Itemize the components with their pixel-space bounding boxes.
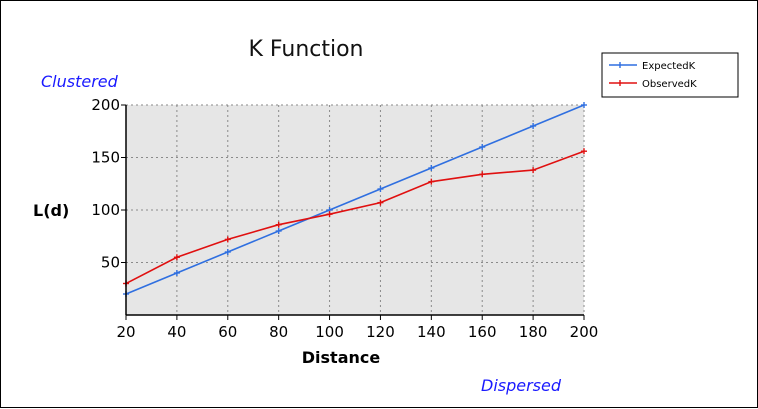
data-point-ObservedK	[224, 236, 231, 243]
series-lines	[123, 102, 587, 297]
x-tick-label: 100	[315, 323, 344, 341]
data-point-ObservedK	[275, 221, 282, 228]
x-tick-label: 140	[417, 323, 446, 341]
x-tick-label: 80	[269, 323, 288, 341]
data-point-ObservedK	[173, 254, 180, 261]
legend: ExpectedK ObservedK	[601, 52, 739, 98]
y-tick-label: 200	[91, 96, 120, 114]
clustered-label: Clustered	[41, 72, 119, 91]
x-axis-title: Distance	[302, 348, 381, 367]
x-tick-label: 20	[116, 323, 135, 341]
y-tick-label: 150	[91, 149, 120, 167]
chart-title: K Function	[249, 37, 364, 62]
data-point-ObservedK	[377, 199, 384, 206]
data-point-ObservedK	[581, 148, 587, 155]
series-line-ObservedK	[125, 150, 585, 285]
y-axis-title: L(d)	[33, 201, 69, 220]
data-point-ObservedK	[428, 178, 435, 185]
data-point-ExpectedK	[275, 228, 282, 234]
data-point-ExpectedK	[479, 144, 486, 150]
y-tick-label: 100	[91, 201, 120, 219]
data-point-ExpectedK	[224, 249, 231, 255]
legend-label-ObservedK: ObservedK	[642, 79, 697, 90]
tick-labels: 20 40 60 80 100 120 140 160 180 200 50 100 150 200	[91, 96, 598, 341]
data-point-ExpectedK	[428, 165, 435, 171]
x-tick-label: 120	[366, 323, 395, 341]
x-tick-label: 40	[167, 323, 186, 341]
data-point-ObservedK	[530, 167, 537, 174]
legend-label-ExpectedK: ExpectedK	[642, 61, 696, 72]
x-tick-label: 180	[519, 323, 548, 341]
y-tick-label: 50	[101, 254, 120, 272]
data-point-ExpectedK	[530, 123, 537, 129]
dispersed-label: Dispersed	[481, 376, 562, 395]
x-tick-label: 160	[468, 323, 497, 341]
x-tick-label: 200	[570, 323, 599, 341]
data-point-ExpectedK	[173, 270, 180, 276]
plot-area	[126, 105, 584, 315]
data-point-ExpectedK	[581, 102, 587, 108]
x-tick-label: 60	[218, 323, 237, 341]
legend-box	[601, 52, 739, 98]
data-point-ObservedK	[479, 171, 486, 178]
series-line-ExpectedK	[125, 104, 585, 295]
data-point-ExpectedK	[377, 186, 384, 192]
data-point-ObservedK	[326, 211, 333, 218]
